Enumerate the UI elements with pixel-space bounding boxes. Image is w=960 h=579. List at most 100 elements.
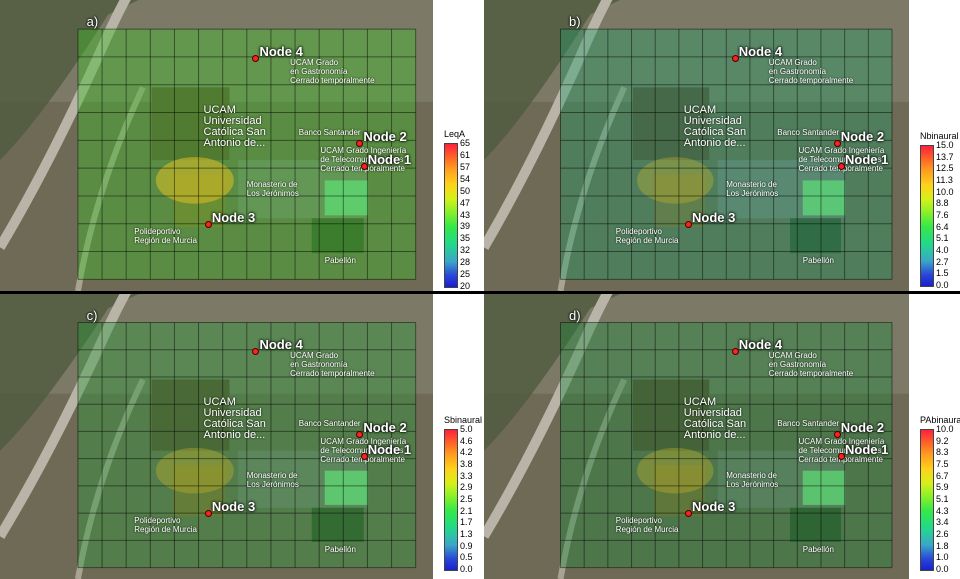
colorbar-tick: 1.8	[936, 540, 949, 551]
colorbar-tick: 12.5	[936, 163, 954, 174]
node-4-label: Node 4	[738, 44, 783, 60]
colorbar: LeqA 65 61 57 54 50 47 43 39 35 32 28 25 20	[438, 0, 482, 291]
node-2-marker	[833, 139, 841, 147]
campus-court	[173, 465, 226, 517]
hillside	[0, 0, 139, 161]
node-4-label: Node 4	[259, 337, 303, 352]
colorbar-tick: 39	[460, 221, 471, 232]
place-grado-telecomunicaciones: UCAM Grado Ingeniería de Telecomunicacio…	[320, 145, 407, 173]
colorbar-tick: 25	[460, 269, 471, 280]
colorbar-tick: 2.6	[936, 529, 949, 539]
node-2-label: Node 2	[363, 419, 407, 435]
highway	[484, 294, 637, 539]
heatmap-zone	[802, 180, 846, 216]
node-1-marker	[838, 453, 845, 461]
colorbar: Sbinaural 5.0 4.6 4.2 3.8 3.3 2.9 2.5 2.1 1.7 1.3 0…	[438, 294, 482, 579]
node-2-marker	[356, 430, 364, 438]
node-3-label: Node 3	[211, 210, 256, 226]
place-grado-gastronomia: UCAM Grado en Gastronomía Cerrado tempor…	[290, 351, 375, 378]
colorbar-tick: 9.2	[936, 435, 949, 446]
place-banco-santander: Banco Santander	[298, 419, 361, 429]
node-1-marker	[838, 162, 845, 170]
field	[790, 507, 841, 542]
place-pabellon: Pabellón	[324, 544, 356, 554]
colorbar-tick: 15.0	[936, 140, 954, 150]
panel-label: a)	[86, 14, 99, 29]
map-area	[484, 0, 909, 291]
node-3-marker	[685, 221, 692, 229]
hillside	[0, 294, 139, 451]
node-1-marker	[360, 162, 368, 170]
place-polideportivo: Polideportivo Región de Murcia	[615, 516, 679, 535]
place-monasterio: Monasterio de Los Jerónimos	[726, 470, 779, 489]
node-4-label: Node 4	[738, 337, 783, 352]
node-1-label: Node 1	[367, 151, 412, 167]
node-4-marker	[731, 348, 739, 355]
panel-label: d)	[569, 308, 581, 323]
colorbar-tick: 65	[460, 138, 471, 148]
node-3-label: Node 3	[692, 499, 736, 515]
colorbar-tick: 2.7	[936, 256, 949, 267]
colorbar-tick: 28	[460, 257, 471, 268]
place-monasterio: Monasterio de Los Jerónimos	[246, 470, 299, 489]
map-panel-a: UCAM Universidad Católica San Antonio de…	[0, 0, 482, 291]
colorbar: PAbinaural 10.0 9.2 8.3 7.5 6.7 5.9 5.1 4.3 3.4 2.…	[914, 294, 960, 579]
place-ucam: UCAM Universidad Católica San Antonio de…	[683, 103, 747, 149]
colorbar-tick: 4.3	[936, 505, 949, 516]
colorbar-title: PAbinaural	[920, 415, 960, 425]
place-pabellon: Pabellón	[802, 256, 834, 266]
place-grado-gastronomia: UCAM Grado en Gastronomía Cerrado tempor…	[768, 58, 854, 86]
hillside	[484, 0, 620, 161]
colorbar-tick: 4.6	[460, 435, 473, 446]
highway	[0, 0, 156, 250]
colorbar-tick: 54	[460, 173, 471, 184]
heatmap-overlay	[560, 29, 892, 280]
field	[790, 218, 841, 254]
highway	[0, 294, 156, 539]
campus-building	[632, 379, 710, 451]
node-1-label: Node 1	[845, 442, 889, 458]
heatmap-hotspot	[155, 157, 234, 204]
colorbar-tick: 1.0	[936, 552, 949, 563]
colorbar-tick: 20	[460, 281, 471, 291]
place-ucam: UCAM Universidad Católica San Antonio de…	[203, 103, 266, 149]
colorbar-tick: 3.8	[460, 459, 473, 469]
map-panel-b: UCAM Universidad Católica San Antonio de…	[484, 0, 960, 291]
place-ucam: UCAM Universidad Católica San Antonio de…	[203, 395, 266, 441]
colorbar-gradient	[444, 429, 458, 571]
road-curve	[74, 86, 146, 291]
place-ucam: UCAM Universidad Católica San Antonio de…	[683, 395, 747, 441]
node-3-marker	[204, 221, 212, 229]
colorbar-tick: 61	[460, 149, 471, 160]
node-4-label: Node 4	[259, 44, 303, 60]
map-panel-d: UCAM Universidad Católica San Antonio de…	[484, 294, 960, 579]
colorbar-tick: 0.9	[460, 540, 473, 551]
campus-building	[151, 379, 230, 451]
colorbar-tick: 7.6	[936, 210, 949, 220]
place-banco-santander: Banco Santander	[777, 128, 840, 138]
node-4-marker	[731, 55, 739, 63]
field	[311, 218, 364, 254]
colorbar-tick: 2.5	[460, 494, 473, 504]
node-2-label: Node 2	[363, 128, 407, 144]
colorbar-tick: 0.0	[460, 564, 473, 574]
colorbar-tick: 32	[460, 245, 471, 256]
colorbar-tick: 5.1	[936, 494, 949, 504]
colorbar-tick: 35	[460, 233, 471, 244]
colorbar-tick: 57	[460, 161, 471, 172]
map-area	[484, 294, 909, 579]
colorbar-gradient	[444, 143, 458, 288]
node-2-marker	[356, 139, 364, 147]
node-2-marker	[833, 430, 841, 438]
colorbar-tick: 5.9	[936, 482, 949, 493]
colorbar-tick: 0.0	[936, 280, 949, 290]
colorbar-tick: 2.1	[460, 505, 473, 516]
colorbar-tick: 13.7	[936, 151, 954, 162]
place-polideportivo: Polideportivo Región de Murcia	[615, 226, 679, 245]
colorbar-tick: 5.1	[936, 233, 949, 244]
heatmap-overlay	[77, 29, 416, 280]
colorbar-tick: 3.4	[936, 517, 949, 528]
satellite-map	[484, 0, 909, 291]
colorbar-title: LeqA	[444, 129, 466, 139]
node-1-label: Node 1	[845, 151, 889, 167]
